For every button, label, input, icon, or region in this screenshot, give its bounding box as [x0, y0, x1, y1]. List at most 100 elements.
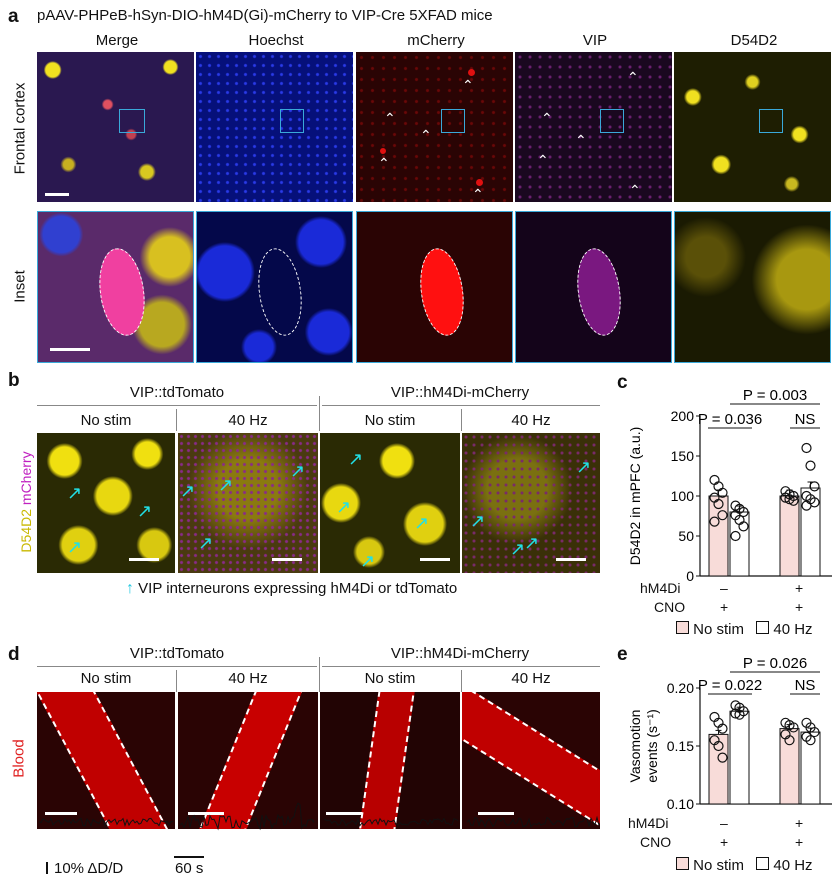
- panel-a-title: pAAV-PHPeB-hSyn-DIO-hM4D(Gi)-mCherry to …: [37, 7, 493, 24]
- y-axis-label: D54D2 in mPFC (a.u.): [627, 427, 643, 565]
- divider: [37, 405, 317, 406]
- vip-frontal-image: ⌃ ⌃ ⌃ ⌃ ⌃: [515, 52, 672, 202]
- bar: [729, 710, 750, 805]
- y-tick-label: 0.10: [667, 796, 694, 812]
- cell-outline: [415, 245, 469, 339]
- legend-swatch-nostim: [676, 621, 689, 634]
- data-point: [717, 487, 728, 498]
- inset-box: [759, 109, 783, 133]
- panel-b-group1: VIP::tdTomato: [129, 384, 225, 401]
- arrow-icon: ↗: [360, 551, 376, 571]
- data-point: [717, 510, 728, 521]
- cond-label: No stim: [80, 670, 132, 687]
- cell: [476, 179, 483, 186]
- divider: [176, 409, 177, 431]
- d-image-3: [320, 692, 460, 829]
- trace: [466, 815, 600, 828]
- arrowhead-icon: ⌃: [629, 182, 641, 198]
- chart-e-row-label-2: CNO: [640, 834, 672, 850]
- y-tick-label: 50: [678, 528, 694, 544]
- panel-d-letter: d: [8, 644, 20, 665]
- scale-bar: [326, 812, 362, 815]
- cond-label: No stim: [364, 412, 416, 429]
- data-point: [801, 442, 812, 454]
- arrow-icon: ↗: [510, 539, 526, 559]
- chart-c-row-label-2: CNO: [654, 599, 686, 615]
- divider: [322, 405, 600, 406]
- chart-e-legend: No stim 40 Hz: [676, 857, 813, 874]
- arrow-icon: ↗: [470, 511, 486, 531]
- data-point: [717, 723, 728, 734]
- arrow-icon: ↗: [524, 533, 540, 553]
- arrow-icon: ↗: [67, 537, 83, 557]
- scale-bar: [556, 558, 586, 561]
- data-point: [738, 521, 749, 532]
- hoechst-frontal-image: [196, 52, 353, 202]
- cond-label: 40 Hz: [228, 670, 268, 687]
- legend-text: VIP interneurons expressing hM4Di or tdT…: [138, 580, 458, 597]
- divider: [176, 670, 177, 692]
- legend-label-40hz: 40 Hz: [773, 857, 813, 874]
- bar: [779, 495, 800, 577]
- panel-b-side-label: D54D2 mCherry: [18, 442, 34, 562]
- y-axis-label: Vasomotion: [627, 710, 643, 783]
- d-image-1: [37, 692, 175, 829]
- data-point: [805, 735, 816, 746]
- chart-c-legend: No stim 40 Hz: [676, 621, 813, 638]
- data-point: [784, 735, 795, 746]
- data-point: [730, 530, 741, 542]
- scale-bar-x: [174, 856, 204, 858]
- sig-label: P = 0.003: [743, 387, 807, 404]
- trace: [179, 802, 315, 831]
- cell-outline: [572, 245, 626, 339]
- legend-label-nostim: No stim: [693, 621, 745, 638]
- legend-label-nostim: No stim: [693, 857, 745, 874]
- arrow-icon: ↗: [180, 481, 196, 501]
- y-tick-label: 0.15: [667, 738, 694, 754]
- data-point: [788, 495, 799, 506]
- data-point: [709, 474, 720, 486]
- arrow-icon: ↗: [414, 513, 430, 533]
- inset-box: [119, 109, 145, 133]
- arrow-icon: ↗: [290, 461, 306, 481]
- arrow-icon: ↗: [336, 497, 352, 517]
- divider: [322, 666, 600, 667]
- panel-a-letter: a: [8, 6, 19, 27]
- bar: [729, 511, 750, 577]
- y-axis-label: events (s⁻¹): [644, 709, 660, 783]
- hoechst-inset-image: [196, 211, 353, 363]
- inset-box: [280, 109, 304, 133]
- panel-d-side-label: Blood: [10, 739, 28, 778]
- data-point: [805, 460, 816, 471]
- side-label-mcherry: mCherry: [18, 451, 34, 506]
- y-tick-label: 100: [671, 488, 695, 504]
- chart-e: 0.10 0.15 0.20 Vasomotion events (s⁻¹) P = 0.…: [627, 655, 832, 812]
- chart-e-mark: +: [795, 834, 804, 850]
- bar: [779, 728, 800, 805]
- cond-label: No stim: [80, 412, 132, 429]
- arrow-icon: ↗: [576, 457, 592, 477]
- cond-label: 40 Hz: [511, 670, 551, 687]
- vip-inset-image: [515, 211, 672, 363]
- chart-c-mark: –: [720, 580, 728, 596]
- data-point: [809, 481, 820, 492]
- legend-swatch-40hz: [756, 621, 770, 634]
- data-point: [809, 726, 820, 738]
- legend-swatch-nostim: [676, 857, 689, 870]
- data-point: [730, 708, 741, 719]
- panel-e-letter: e: [617, 644, 628, 665]
- row-label-frontal-cortex: Frontal cortex: [11, 82, 29, 175]
- chart-c-mark: +: [795, 599, 804, 615]
- divider: [319, 657, 320, 692]
- d54d2-frontal-image: [674, 52, 831, 202]
- legend-label-40hz: 40 Hz: [773, 621, 813, 638]
- data-point: [717, 752, 728, 763]
- chart-e-mark: –: [720, 815, 728, 831]
- data-point: [788, 722, 799, 733]
- scale-bar: [45, 812, 77, 815]
- chart-c: 0 50 100 150 200 D54D2 in mPFC (a.u.) P = 0.03…: [627, 387, 832, 584]
- arrowhead-icon: ⌃: [420, 127, 432, 143]
- data-point: [713, 740, 724, 752]
- y-tick-label: 200: [671, 408, 695, 424]
- d-image-2: [178, 692, 318, 829]
